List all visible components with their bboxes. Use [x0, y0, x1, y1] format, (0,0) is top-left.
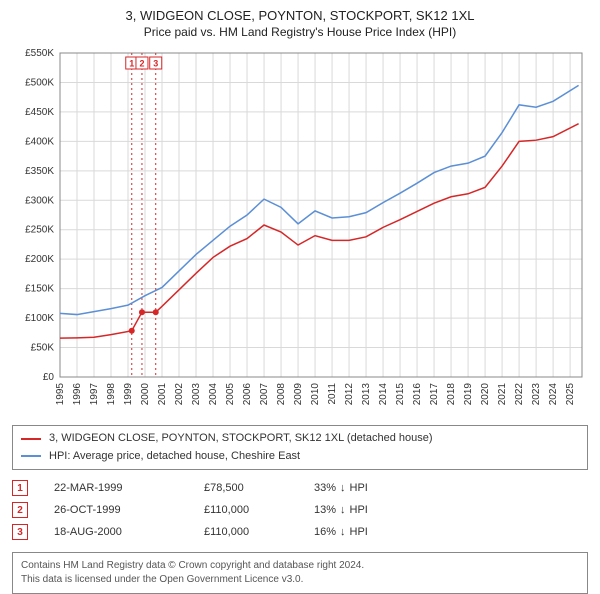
transaction-row: 2 26-OCT-1999£110,00013%↓HPI: [12, 502, 588, 518]
x-tick-label: 1996: [72, 383, 83, 406]
x-tick-label: 1998: [106, 383, 117, 406]
x-tick-label: 2000: [140, 383, 151, 406]
legend-box: 3, WIDGEON CLOSE, POYNTON, STOCKPORT, SK…: [12, 425, 588, 470]
legend-row: HPI: Average price, detached house, Ches…: [21, 448, 579, 466]
y-tick-label: £550K: [25, 48, 54, 59]
chart-title-address: 3, WIDGEON CLOSE, POYNTON, STOCKPORT, SK…: [12, 8, 588, 23]
marker-dot: [153, 309, 159, 315]
y-tick-label: £0: [43, 372, 55, 383]
transaction-badge: 2: [12, 502, 28, 518]
x-tick-label: 2013: [361, 383, 372, 406]
x-tick-label: 2007: [259, 383, 270, 406]
x-tick-label: 2005: [225, 383, 236, 406]
footer-box: Contains HM Land Registry data © Crown c…: [12, 552, 588, 594]
transaction-pct: 16%↓HPI: [314, 526, 368, 538]
y-tick-label: £400K: [25, 136, 54, 147]
marker-badge-num: 2: [139, 59, 144, 69]
transaction-pct: 13%↓HPI: [314, 504, 368, 516]
marker-badge-num: 1: [129, 59, 134, 69]
x-tick-label: 2003: [191, 383, 202, 406]
y-tick-label: £350K: [25, 166, 54, 177]
x-tick-label: 2024: [548, 383, 559, 406]
marker-dot: [129, 328, 135, 334]
transaction-date: 22-MAR-1999: [54, 482, 204, 494]
arrow-down-icon: ↓: [340, 526, 346, 538]
x-tick-label: 1995: [55, 383, 66, 406]
line-chart-svg: £0 £50K £100K £150K £200K £250K £300K £350K £400…: [12, 47, 588, 417]
legend-swatch: [21, 455, 41, 457]
transaction-badge: 1: [12, 480, 28, 496]
y-tick-label: £450K: [25, 107, 54, 118]
x-tick-label: 2001: [157, 383, 168, 406]
transaction-badge: 3: [12, 524, 28, 540]
x-tick-label: 2002: [174, 383, 185, 406]
y-tick-label: £300K: [25, 195, 54, 206]
legend-swatch: [21, 438, 41, 440]
transaction-row: 3 18-AUG-2000£110,00016%↓HPI: [12, 524, 588, 540]
x-tick-label: 2014: [378, 383, 389, 406]
transaction-price: £110,000: [204, 504, 314, 516]
x-tick-label: 2012: [344, 383, 355, 406]
transaction-row: 1 22-MAR-1999£78,50033%↓HPI: [12, 480, 588, 496]
transaction-price: £110,000: [204, 526, 314, 538]
transaction-pct: 33%↓HPI: [314, 482, 368, 494]
x-tick-label: 2021: [497, 383, 508, 406]
y-tick-label: £100K: [25, 313, 54, 324]
legend-row: 3, WIDGEON CLOSE, POYNTON, STOCKPORT, SK…: [21, 430, 579, 448]
y-tick-label: £200K: [25, 254, 54, 265]
legend-label: 3, WIDGEON CLOSE, POYNTON, STOCKPORT, SK…: [49, 430, 433, 448]
x-tick-label: 2023: [531, 383, 542, 406]
x-tick-label: 2008: [276, 383, 287, 406]
footer-line1: Contains HM Land Registry data © Crown c…: [21, 559, 579, 573]
footer-line2: This data is licensed under the Open Gov…: [21, 573, 579, 587]
transaction-date: 26-OCT-1999: [54, 504, 204, 516]
x-tick-label: 2020: [480, 383, 491, 406]
x-tick-label: 2025: [565, 383, 576, 406]
legend-label: HPI: Average price, detached house, Ches…: [49, 448, 300, 466]
x-tick-label: 2009: [293, 383, 304, 406]
x-tick-label: 2004: [208, 383, 219, 406]
y-tick-label: £250K: [25, 225, 54, 236]
x-tick-label: 2006: [242, 383, 253, 406]
marker-badge-num: 3: [153, 59, 158, 69]
x-tick-label: 2019: [463, 383, 474, 406]
x-tick-label: 1999: [123, 383, 134, 406]
x-tick-label: 2017: [429, 383, 440, 406]
arrow-down-icon: ↓: [340, 504, 346, 516]
transactions-list: 1 22-MAR-1999£78,50033%↓HPI 2 26-OCT-1999£1…: [12, 480, 588, 540]
chart-area: £0 £50K £100K £150K £200K £250K £300K £350K £400…: [12, 47, 588, 417]
x-tick-label: 2016: [412, 383, 423, 406]
transaction-date: 18-AUG-2000: [54, 526, 204, 538]
transaction-price: £78,500: [204, 482, 314, 494]
x-tick-label: 2011: [327, 383, 338, 405]
marker-dot: [139, 309, 145, 315]
arrow-down-icon: ↓: [340, 482, 346, 494]
y-tick-label: £50K: [31, 343, 55, 354]
y-tick-label: £500K: [25, 77, 54, 88]
x-tick-label: 2015: [395, 383, 406, 406]
x-tick-label: 2022: [514, 383, 525, 406]
chart-container: 3, WIDGEON CLOSE, POYNTON, STOCKPORT, SK…: [0, 0, 600, 590]
x-tick-label: 2010: [310, 383, 321, 406]
y-tick-label: £150K: [25, 284, 54, 295]
x-tick-label: 2018: [446, 383, 457, 406]
x-tick-label: 1997: [89, 383, 100, 406]
chart-title-subtitle: Price paid vs. HM Land Registry's House …: [12, 25, 588, 39]
